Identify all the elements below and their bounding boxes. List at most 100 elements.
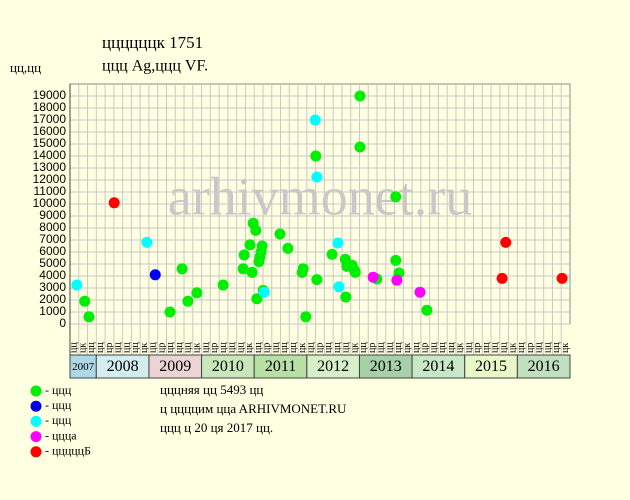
column-label: цц <box>218 342 229 353</box>
point <box>297 263 309 275</box>
point <box>149 269 161 281</box>
column-label: цр <box>472 343 483 353</box>
column-label: цц <box>481 342 492 353</box>
y-tick-label: 11000 <box>34 184 67 198</box>
column-label: цц <box>428 342 439 353</box>
column-label: цц <box>235 342 246 353</box>
legend-marker <box>30 415 42 427</box>
point <box>326 248 338 260</box>
column-label: цц <box>384 342 395 353</box>
legend-marker <box>30 385 42 397</box>
column-label: цц <box>499 342 510 353</box>
y-axis-label: цц,цц <box>10 60 41 75</box>
y-tick-label: 18000 <box>33 100 67 114</box>
x-tick-label: 2016 <box>528 358 560 375</box>
point <box>182 295 194 307</box>
column-label: цц <box>165 342 176 353</box>
column-label: цр <box>367 343 378 353</box>
point <box>164 306 176 318</box>
x-tick-label: 2014 <box>422 358 454 375</box>
column-label: цк <box>297 343 308 353</box>
column-label: цр <box>314 343 325 353</box>
point <box>367 271 379 283</box>
column-label: цц <box>130 342 141 353</box>
column-label: цц <box>323 342 334 353</box>
legend-marker <box>30 431 42 443</box>
legend-label: - ццц <box>45 413 72 427</box>
point <box>217 279 229 291</box>
column-label: цц <box>306 342 317 353</box>
column-label: цц <box>69 342 80 353</box>
point <box>274 228 286 240</box>
point <box>237 263 249 275</box>
column-label: цк <box>244 343 255 353</box>
point <box>391 274 403 286</box>
column-label: цк <box>507 343 518 353</box>
column-label: цц <box>183 342 194 353</box>
column-label: цц <box>516 342 527 353</box>
point <box>258 286 270 298</box>
y-tick-label: 4000 <box>39 268 66 282</box>
column-label: цц <box>411 342 422 353</box>
point <box>340 291 352 303</box>
x-tick-label: 2013 <box>370 358 402 375</box>
point <box>191 287 203 299</box>
column-label: цк <box>77 343 88 353</box>
y-tick-label: 13000 <box>33 160 67 174</box>
point <box>496 272 508 284</box>
column-label: цк <box>402 343 413 353</box>
x-tick-label: 2015 <box>475 358 507 375</box>
column-label: цц <box>490 342 501 353</box>
y-tick-label: 17000 <box>33 112 67 126</box>
column-label: цр <box>104 343 115 353</box>
point <box>421 304 433 316</box>
x-tick-label: 2010 <box>212 358 244 375</box>
column-label: цц <box>393 342 404 353</box>
y-tick-label: 9000 <box>39 208 66 222</box>
chart-subtitle: ццц Ag,ццц VF. <box>102 58 208 75</box>
point <box>83 311 95 323</box>
legend-marker <box>30 446 42 458</box>
column-label: цц <box>174 342 185 353</box>
legend-label: - цццццБ <box>45 444 91 458</box>
point <box>309 114 321 126</box>
column-label: цц <box>95 342 106 353</box>
point <box>556 272 568 284</box>
year-band <box>516 354 571 379</box>
column-label: цц <box>279 342 290 353</box>
point <box>244 239 256 251</box>
column-label: цц <box>113 342 124 353</box>
x-tick-label: 2009 <box>159 358 191 375</box>
point <box>354 90 366 102</box>
column-label: цр <box>209 343 220 353</box>
note: цццняя цц 5493 цц <box>160 382 263 397</box>
y-tick-label: 10000 <box>33 196 67 210</box>
point <box>390 254 402 266</box>
column-label: цр <box>262 343 273 353</box>
y-tick-label: 2000 <box>39 292 66 306</box>
y-tick-label: 14000 <box>33 148 67 162</box>
column-label: цц <box>253 342 264 353</box>
point <box>332 237 344 249</box>
note: ц ццццим ццa ARHIVMONET.RU <box>160 401 347 416</box>
y-tick-label: 3000 <box>39 280 66 294</box>
legend-label: - ццц <box>45 383 72 397</box>
point <box>250 224 262 236</box>
column-label: цк <box>560 343 571 353</box>
column-label: цц <box>288 342 299 353</box>
point <box>238 249 250 261</box>
point <box>500 236 512 248</box>
y-tick-label: 7000 <box>39 232 66 246</box>
column-label: цц <box>270 342 281 353</box>
point <box>79 295 91 307</box>
point <box>310 150 322 162</box>
point <box>256 240 268 252</box>
y-tick-label: 15000 <box>33 136 67 150</box>
point <box>333 281 345 293</box>
legend-marker <box>30 400 42 412</box>
y-tick-label: 12000 <box>33 172 67 186</box>
column-label: цц <box>332 342 343 353</box>
x-tick-label: 2007 <box>72 361 95 373</box>
column-label: цк <box>349 343 360 353</box>
